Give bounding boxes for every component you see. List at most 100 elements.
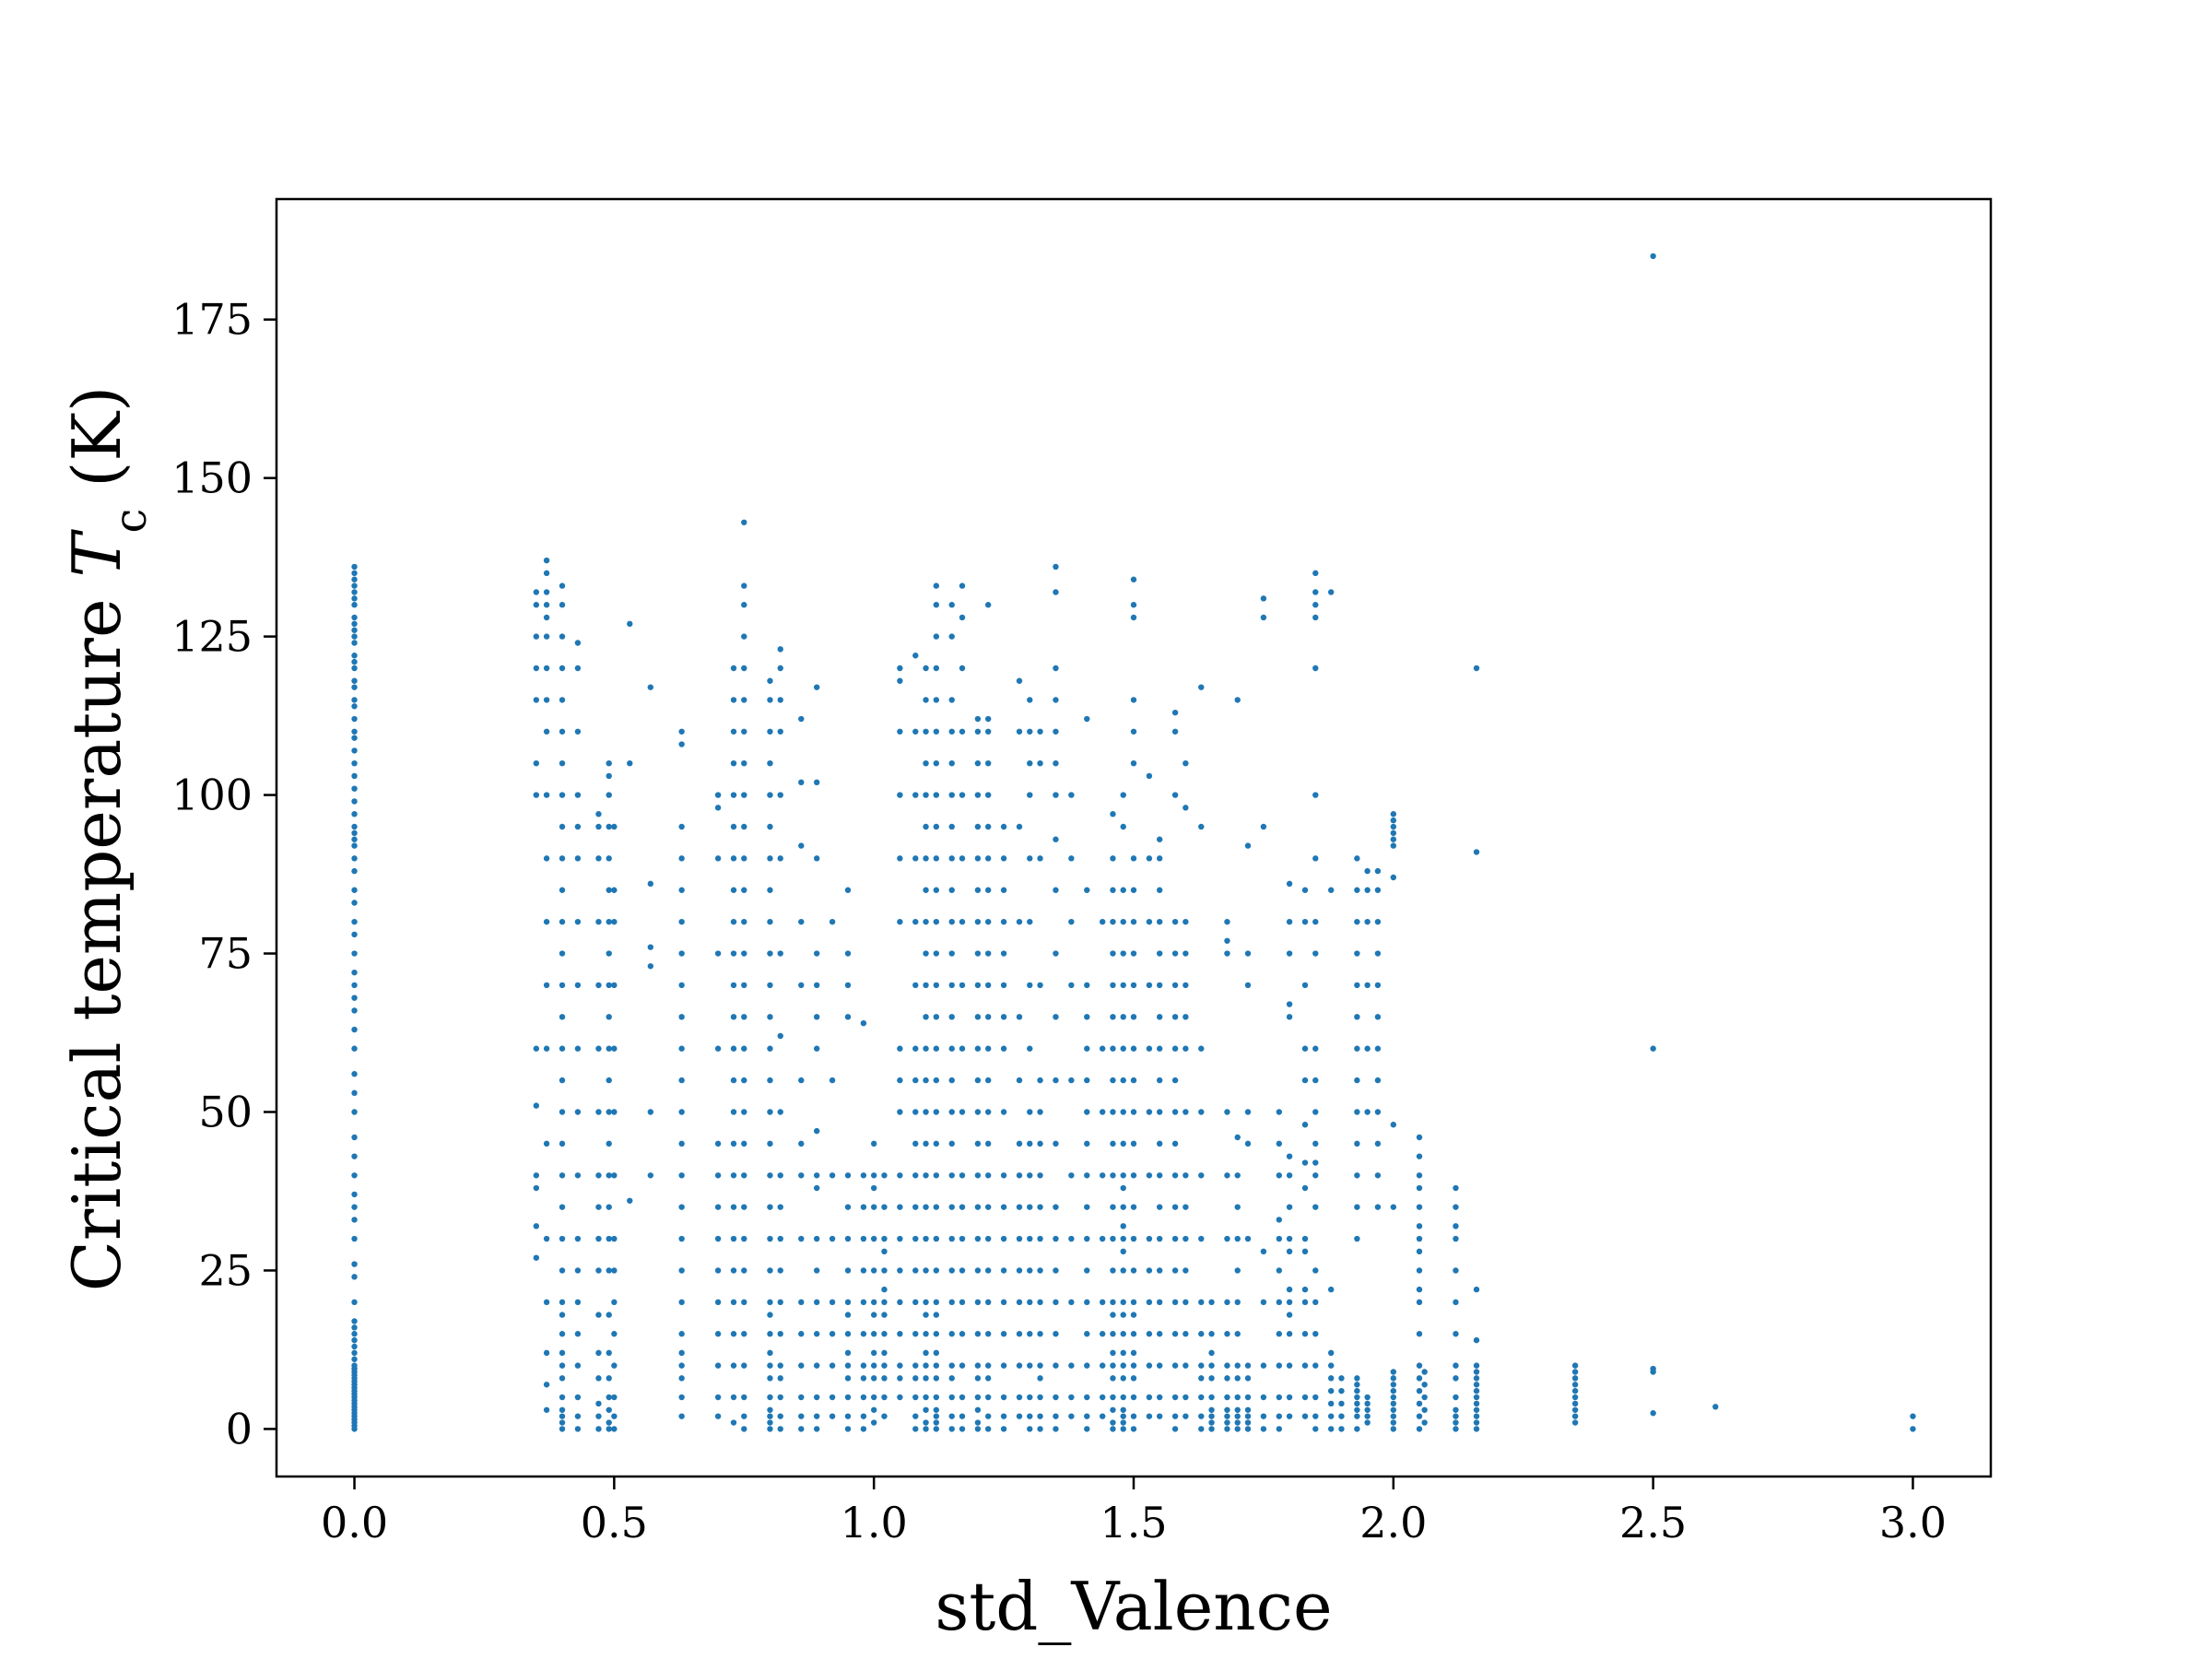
data-point	[741, 1299, 747, 1306]
data-point	[595, 855, 602, 862]
data-point	[959, 1109, 966, 1115]
data-point	[351, 1274, 358, 1280]
data-point	[923, 759, 929, 767]
data-point	[606, 918, 612, 925]
data-point	[730, 1331, 737, 1337]
data-point	[1171, 1394, 1179, 1401]
data-point	[984, 1413, 992, 1419]
data-point	[829, 1235, 836, 1242]
y-tick-label: 50	[198, 1087, 253, 1136]
data-point	[611, 1109, 618, 1115]
data-point	[974, 1267, 982, 1274]
data-point	[1364, 1394, 1371, 1401]
data-point	[1000, 1045, 1007, 1052]
data-point	[714, 1362, 722, 1369]
data-point	[1312, 792, 1319, 798]
data-point	[1224, 1331, 1230, 1337]
data-point	[606, 1045, 612, 1052]
data-point	[1301, 1413, 1309, 1419]
data-point	[730, 1109, 737, 1115]
data-point	[923, 1045, 929, 1052]
data-point	[798, 1426, 805, 1432]
data-point	[1120, 1406, 1126, 1413]
data-point	[1120, 1045, 1126, 1052]
data-point	[767, 855, 773, 862]
data-point	[933, 1362, 940, 1369]
data-point	[1244, 982, 1252, 989]
data-point	[1156, 1077, 1163, 1084]
data-point	[881, 1362, 888, 1369]
data-point	[881, 1248, 888, 1255]
data-point	[1130, 1349, 1137, 1357]
data-point	[1312, 1331, 1319, 1337]
data-point	[897, 1375, 903, 1382]
data-point	[1084, 1077, 1090, 1084]
data-point	[606, 1014, 612, 1020]
data-point	[974, 1375, 982, 1382]
data-point	[1130, 1375, 1137, 1382]
data-point	[844, 1375, 852, 1382]
data-point	[1027, 1109, 1033, 1115]
data-point	[351, 602, 358, 608]
data-point	[1390, 874, 1397, 881]
data-point	[1416, 1204, 1423, 1210]
data-point	[741, 855, 747, 862]
data-point	[730, 697, 737, 703]
data-point	[543, 570, 550, 577]
data-point	[923, 728, 929, 735]
data-point	[678, 950, 685, 957]
data-point	[1390, 830, 1397, 837]
data-point	[974, 1204, 982, 1210]
data-point	[351, 1261, 358, 1267]
data-point	[1130, 1413, 1137, 1419]
data-point	[1130, 1045, 1137, 1052]
data-point	[1099, 1331, 1106, 1337]
data-point	[1364, 1413, 1371, 1419]
data-point	[1286, 950, 1293, 957]
data-point	[606, 1235, 612, 1242]
data-point	[1037, 1235, 1043, 1242]
data-point	[1301, 1159, 1309, 1166]
data-point	[730, 887, 737, 893]
data-point	[767, 1413, 773, 1419]
data-point	[844, 1204, 852, 1210]
data-point	[1027, 1045, 1033, 1052]
data-point	[1171, 950, 1179, 957]
data-point	[767, 1394, 773, 1401]
data-point	[1156, 982, 1163, 989]
data-point	[1037, 982, 1043, 989]
data-point	[574, 1299, 582, 1306]
data-point	[351, 1172, 358, 1179]
y-tick-label: 0	[226, 1404, 253, 1453]
data-point	[678, 1349, 685, 1357]
data-point	[714, 1267, 722, 1274]
data-point	[741, 665, 747, 672]
data-point	[741, 1140, 747, 1147]
data-point	[1286, 1299, 1293, 1306]
data-point	[1156, 918, 1163, 925]
data-point	[1120, 1375, 1126, 1382]
data-point	[923, 1406, 929, 1413]
data-point	[1027, 918, 1033, 925]
data-point	[1301, 1077, 1309, 1084]
data-point	[923, 982, 929, 989]
data-point	[533, 1254, 540, 1261]
data-point	[1037, 1375, 1043, 1382]
data-point	[1016, 1413, 1023, 1419]
data-point	[606, 792, 612, 798]
data-point	[678, 855, 685, 862]
data-point	[1354, 1109, 1360, 1115]
data-point	[1110, 982, 1116, 989]
data-point	[933, 982, 940, 989]
data-point	[1130, 602, 1137, 608]
data-point	[1130, 1014, 1137, 1020]
data-point	[647, 1109, 654, 1115]
data-point	[574, 918, 582, 925]
data-point	[1016, 1299, 1023, 1306]
data-point	[730, 1045, 737, 1052]
data-point	[611, 1394, 618, 1401]
data-point	[1416, 1248, 1423, 1255]
data-point	[959, 855, 966, 862]
data-point	[1068, 1235, 1075, 1242]
data-point	[1110, 855, 1116, 862]
